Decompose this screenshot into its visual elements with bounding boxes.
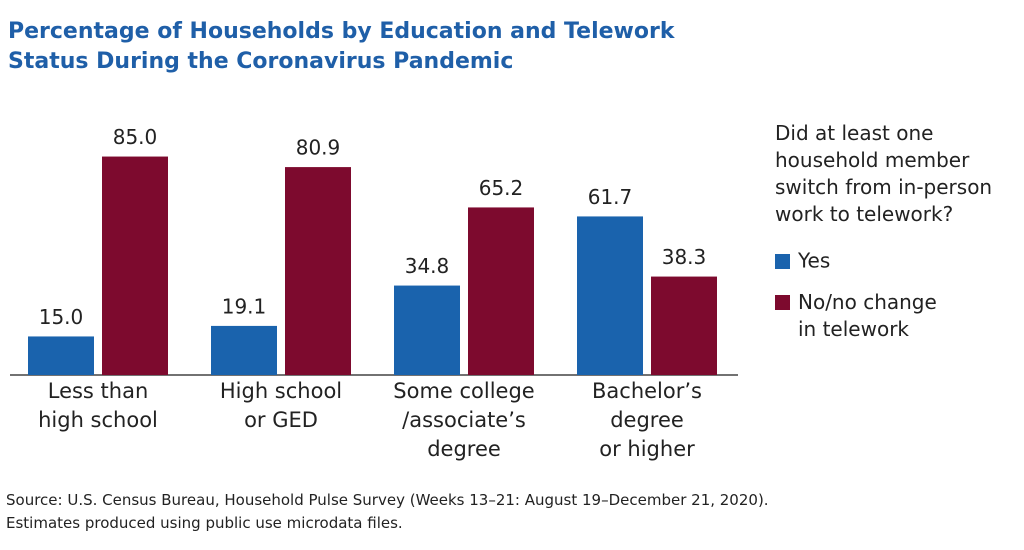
bar xyxy=(211,325,277,375)
legend-title: Did at least one household member switch f… xyxy=(775,121,992,226)
text-line: or higher xyxy=(599,437,695,461)
legend-label: No/no change in telework xyxy=(798,290,937,341)
legend-label: Yes xyxy=(797,249,830,273)
text-line: degree xyxy=(427,437,501,461)
bar xyxy=(102,156,168,375)
bar xyxy=(28,336,94,375)
text-line: household member xyxy=(775,148,970,172)
text-line: No/no change xyxy=(798,290,937,314)
bar xyxy=(468,207,534,375)
value-label: 80.9 xyxy=(296,136,341,160)
text-line: work to telework? xyxy=(775,202,953,226)
source-note: Source: U.S. Census Bureau, Household Pu… xyxy=(6,491,769,532)
x-tick-label: High school or GED xyxy=(220,379,342,432)
text-line: Less than xyxy=(48,379,149,403)
value-label: 61.7 xyxy=(588,185,633,209)
x-tick-label: Less than high school xyxy=(38,379,158,432)
value-label: 85.0 xyxy=(113,125,158,149)
value-label: 19.1 xyxy=(222,294,267,318)
x-tick-label: Some college/associate’s degree xyxy=(393,379,534,461)
bar xyxy=(285,167,351,375)
text-line: degree xyxy=(610,408,684,432)
bar xyxy=(394,285,460,375)
bar xyxy=(651,276,717,375)
text-line: High school xyxy=(220,379,342,403)
value-label: 38.3 xyxy=(662,245,707,269)
value-label: 65.2 xyxy=(479,176,524,200)
chart-title: Percentage of Households by Education an… xyxy=(8,19,676,74)
legend-swatch xyxy=(775,254,790,269)
text-line: Did at least one xyxy=(775,121,933,145)
text-line: Percentage of Households by Education an… xyxy=(8,19,676,44)
x-tick-label: Bachelor’s degree or higher xyxy=(592,379,702,461)
text-line: switch from in-person xyxy=(775,175,992,199)
text-line: in telework xyxy=(798,317,909,341)
bar xyxy=(577,216,643,375)
text-line: Source: U.S. Census Bureau, Household Pu… xyxy=(6,491,769,509)
text-line: /associate’s xyxy=(402,408,526,432)
text-line: Bachelor’s xyxy=(592,379,702,403)
value-label: 15.0 xyxy=(39,305,84,329)
value-label: 34.8 xyxy=(405,254,450,278)
text-line: Estimates produced using public use micr… xyxy=(6,514,403,532)
text-line: high school xyxy=(38,408,158,432)
text-line: or GED xyxy=(244,408,318,432)
text-line: Status During the Coronavirus Pandemic xyxy=(8,49,513,74)
text-line: Some college xyxy=(393,379,534,403)
legend-swatch xyxy=(775,295,790,310)
